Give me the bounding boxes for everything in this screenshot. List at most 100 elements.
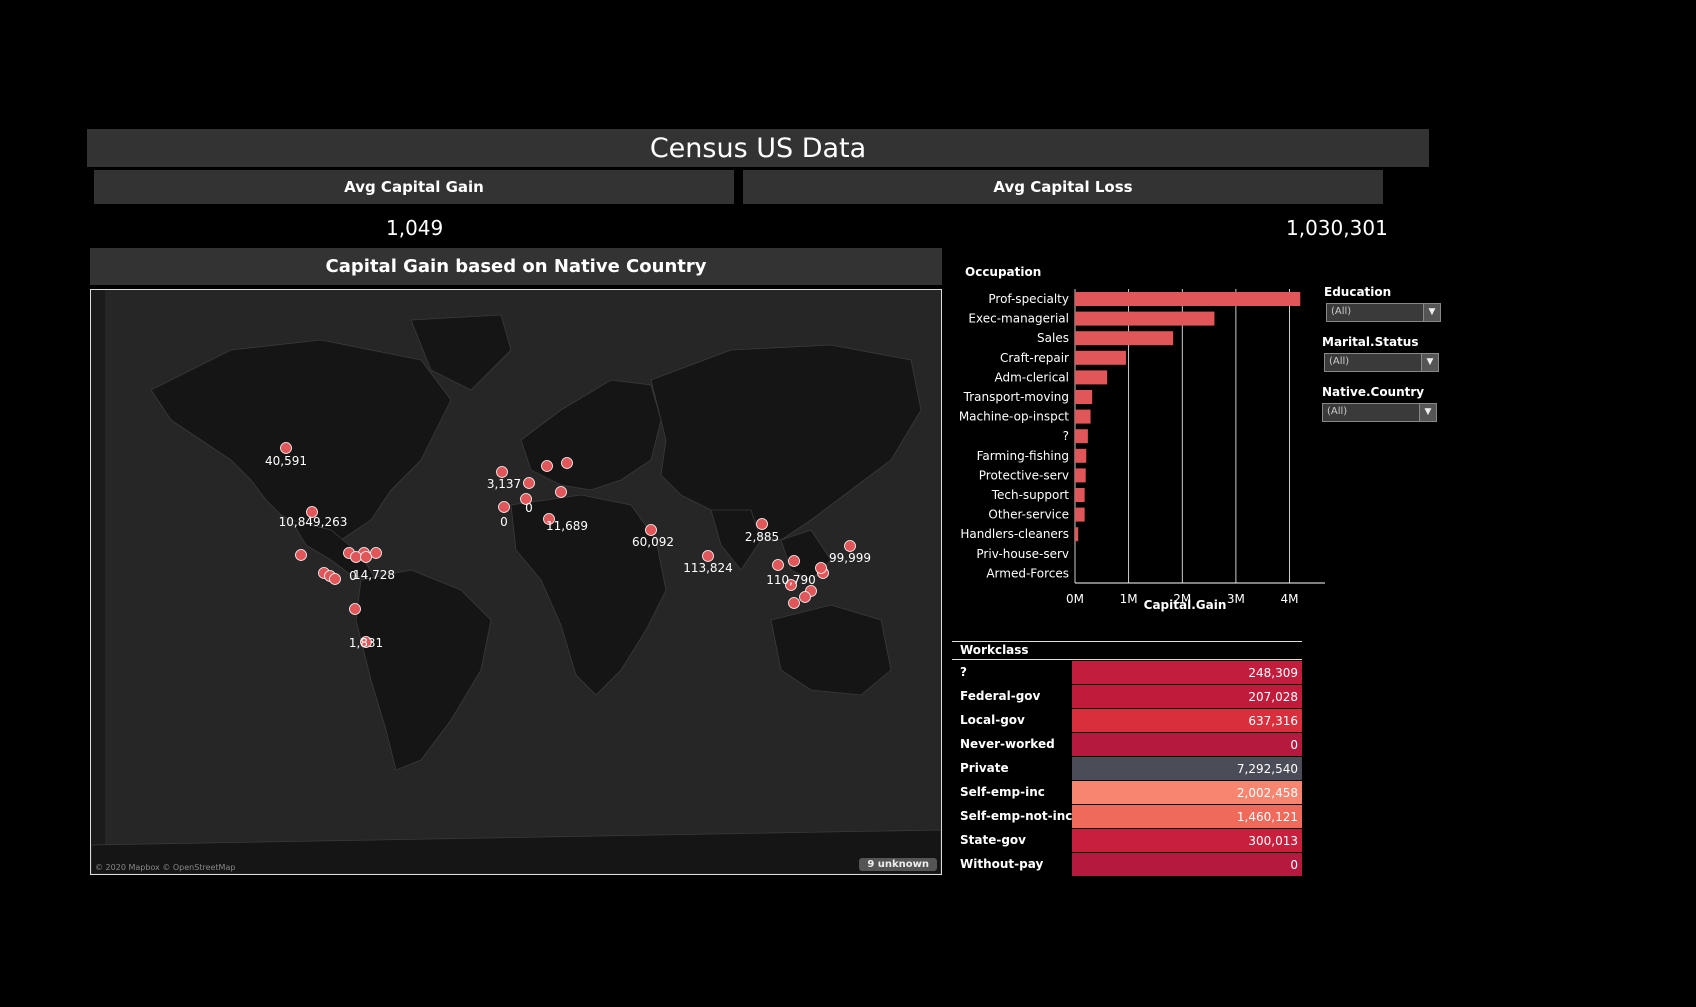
map-point[interactable] — [498, 501, 510, 513]
workclass-value: 637,316 — [1248, 714, 1298, 728]
map-point[interactable] — [555, 486, 567, 498]
workclass-value: 7,292,540 — [1236, 762, 1298, 776]
bar[interactable] — [1075, 390, 1093, 404]
map-point[interactable] — [295, 549, 307, 561]
x-tick-label: 1M — [1120, 592, 1138, 606]
bar-category-label: Sales — [1037, 331, 1069, 345]
workclass-row[interactable]: Without-pay 0 — [952, 853, 1302, 876]
map-label: 0 — [349, 569, 357, 583]
bar[interactable] — [1075, 331, 1174, 346]
bar[interactable] — [1075, 488, 1085, 502]
map-label: 113,824 — [683, 561, 733, 575]
filter-education-label: Education — [1324, 285, 1392, 299]
bar[interactable] — [1075, 527, 1079, 542]
map-point[interactable] — [543, 513, 555, 525]
map-point[interactable] — [799, 591, 811, 603]
map-point[interactable] — [360, 636, 372, 648]
bar[interactable] — [1075, 507, 1085, 522]
workclass-value: 1,460,121 — [1236, 810, 1298, 824]
bar-category-label: Protective-serv — [979, 468, 1069, 482]
map-label: 10,849,263 — [279, 515, 348, 529]
workclass-value: 0 — [1290, 858, 1298, 872]
map-point[interactable] — [370, 547, 382, 559]
workclass-row[interactable]: Self-emp-inc 2,002,458 — [952, 781, 1302, 804]
workclass-value: 248,309 — [1248, 666, 1298, 680]
map-point[interactable] — [788, 597, 800, 609]
workclass-cell[interactable]: 7,292,540 — [1072, 757, 1302, 780]
filter-marital-select[interactable]: (All) ▼ — [1324, 353, 1439, 372]
workclass-cell[interactable]: 0 — [1072, 853, 1302, 876]
chevron-down-icon[interactable]: ▼ — [1419, 404, 1436, 421]
workclass-cell[interactable]: 0 — [1072, 733, 1302, 756]
map-point[interactable] — [349, 603, 361, 615]
workclass-value: 0 — [1290, 738, 1298, 752]
bar-ticks: 0M 1M 2M 3M 4M — [1066, 592, 1299, 606]
bar[interactable] — [1075, 370, 1108, 385]
chevron-down-icon[interactable]: ▼ — [1421, 354, 1438, 371]
map-point[interactable] — [756, 518, 768, 530]
map-point[interactable] — [360, 551, 372, 563]
workclass-row[interactable]: Federal-gov 207,028 — [952, 685, 1302, 708]
map-point[interactable] — [496, 466, 508, 478]
bar-category-label: ? — [1063, 429, 1069, 443]
bar[interactable] — [1075, 311, 1215, 326]
map-point[interactable] — [523, 477, 535, 489]
workclass-row[interactable]: ? 248,309 — [952, 661, 1302, 684]
map-point[interactable] — [815, 562, 827, 574]
map-point[interactable] — [645, 524, 657, 536]
bar-category-label: Armed-Forces — [986, 566, 1069, 580]
map-point[interactable] — [844, 540, 856, 552]
workclass-cell[interactable]: 248,309 — [1072, 661, 1302, 684]
map-point[interactable] — [541, 460, 553, 472]
bar[interactable] — [1075, 448, 1087, 463]
filter-marital-value: (All) — [1329, 356, 1350, 367]
workclass-row[interactable]: State-gov 300,013 — [952, 829, 1302, 852]
bar-rows: Prof-specialty Exec-managerial Sales Craft-… — [959, 292, 1301, 580]
map-point[interactable] — [520, 493, 532, 505]
filter-education-value: (All) — [1331, 306, 1352, 317]
map-point[interactable] — [329, 573, 341, 585]
map-point[interactable] — [306, 506, 318, 518]
workclass-cell[interactable]: 637,316 — [1072, 709, 1302, 732]
workclass-cell[interactable]: 207,028 — [1072, 685, 1302, 708]
map-label: 2,885 — [745, 530, 779, 544]
bar-category-label: Farming-fishing — [977, 449, 1069, 463]
map-point[interactable] — [772, 559, 784, 571]
workclass-row[interactable]: Private 7,292,540 — [952, 757, 1302, 780]
bar-category-label: Handlers-cleaners — [960, 527, 1069, 541]
bar[interactable] — [1075, 409, 1091, 424]
map-point[interactable] — [788, 555, 800, 567]
map-point[interactable] — [561, 457, 573, 469]
bar-category-label: Prof-specialty — [988, 292, 1069, 306]
workclass-value: 300,013 — [1248, 834, 1298, 848]
capital-gain-map[interactable]: 40,591 10,849,263 0 14,728 1,831 3,137 0 0 11,68… — [90, 289, 942, 875]
map-title: Capital Gain based on Native Country — [90, 248, 942, 285]
filter-country-select[interactable]: (All) ▼ — [1322, 403, 1437, 422]
workclass-row[interactable]: Never-worked 0 — [952, 733, 1302, 756]
filter-education-select[interactable]: (All) ▼ — [1326, 303, 1441, 322]
bar[interactable] — [1075, 292, 1301, 306]
unknown-badge[interactable]: 9 unknown — [859, 858, 937, 871]
workclass-cell[interactable]: 300,013 — [1072, 829, 1302, 852]
workclass-cell[interactable]: 2,002,458 — [1072, 781, 1302, 804]
chevron-down-icon[interactable]: ▼ — [1423, 304, 1440, 321]
workclass-header: Workclass — [952, 641, 1302, 660]
x-tick-label: 2M — [1173, 592, 1191, 606]
workclass-label: Federal-gov — [960, 689, 1041, 703]
occupation-bar-chart[interactable]: Occupation Prof-specialty Exec-managerial… — [955, 258, 1325, 618]
bar[interactable] — [1075, 429, 1088, 444]
x-tick-label: 3M — [1227, 592, 1245, 606]
workclass-value: 2,002,458 — [1236, 786, 1298, 800]
map-point[interactable] — [785, 579, 797, 591]
workclass-cell[interactable]: 1,460,121 — [1072, 805, 1302, 828]
map-point[interactable] — [350, 551, 362, 563]
map-point[interactable] — [702, 550, 714, 562]
workclass-row[interactable]: Local-gov 637,316 — [952, 709, 1302, 732]
map-label: 3,137 — [487, 477, 521, 491]
bar[interactable] — [1075, 350, 1126, 365]
map-point[interactable] — [280, 442, 292, 454]
workclass-row[interactable]: Self-emp-not-inc 1,460,121 — [952, 805, 1302, 828]
bar[interactable] — [1075, 468, 1086, 483]
